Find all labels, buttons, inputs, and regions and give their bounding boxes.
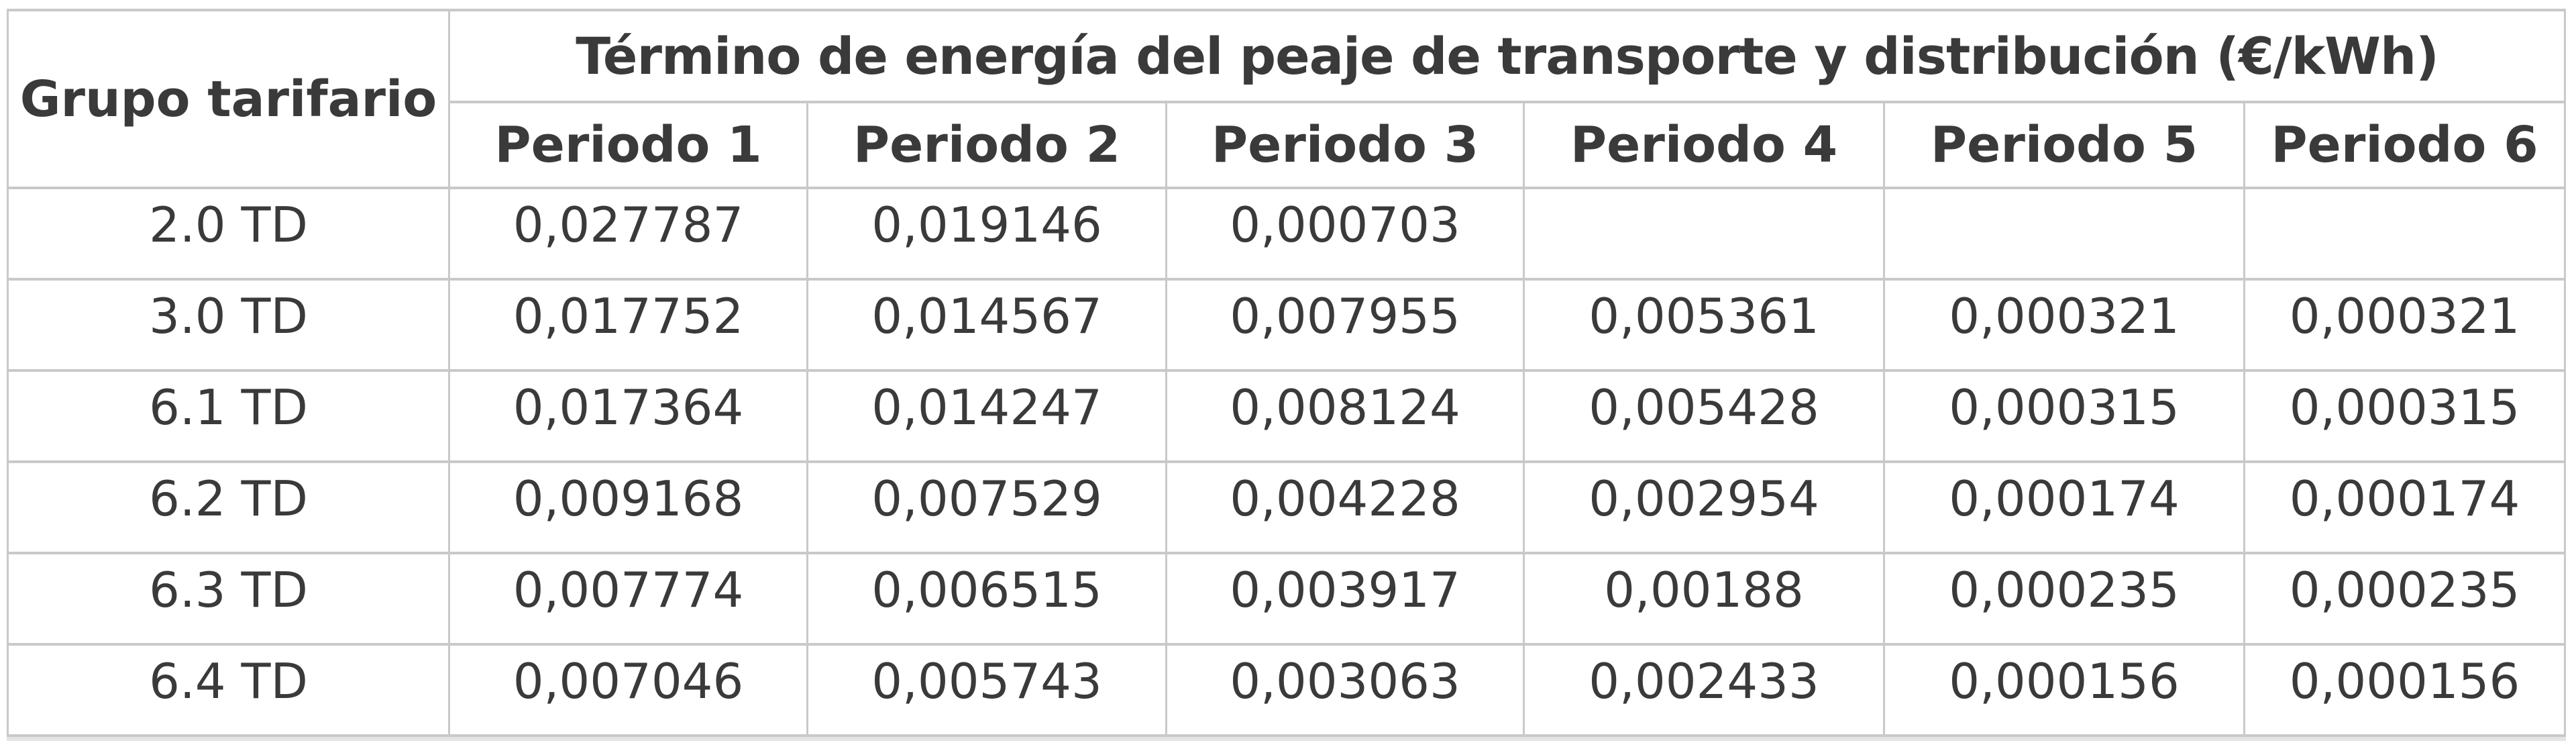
table-cell: 0,005428 <box>1523 369 1885 463</box>
row-label: 2.0 TD <box>7 187 450 281</box>
table-cell <box>1523 187 1885 281</box>
row-label: 6.2 TD <box>7 460 450 554</box>
column-header-periodo-6: Periodo 6 <box>2243 101 2566 189</box>
table-cell: 0,000156 <box>2243 643 2566 737</box>
table-row: 2.0 TD 0,027787 0,019146 0,000703 <box>7 187 2566 281</box>
table-cell: 0,008124 <box>1165 369 1525 463</box>
table-cell: 0,000235 <box>2243 552 2566 646</box>
table-title: Término de energía del peaje de transpor… <box>448 9 2566 103</box>
table-row: 6.1 TD 0,017364 0,014247 0,008124 0,0054… <box>7 369 2566 463</box>
table-cell <box>2243 187 2566 281</box>
table-cell: 0,003917 <box>1165 552 1525 646</box>
table-cell: 0,017752 <box>448 278 808 372</box>
table-cell: 0,000235 <box>1883 552 2245 646</box>
header-row-title: Grupo tarifario Término de energía del p… <box>7 9 2566 189</box>
table-cell: 0,009168 <box>448 460 808 554</box>
table-cell: 0,000321 <box>2243 278 2566 372</box>
table-cell: 0,007955 <box>1165 278 1525 372</box>
table-cell: 0,007046 <box>448 643 808 737</box>
column-header-periodo-5: Periodo 5 <box>1883 101 2245 189</box>
column-header-periodo-1: Periodo 1 <box>448 101 808 189</box>
table-cell: 0,000315 <box>1883 369 2245 463</box>
row-label: 6.1 TD <box>7 369 450 463</box>
table-cell: 0,007529 <box>806 460 1167 554</box>
row-label: 6.4 TD <box>7 643 450 737</box>
table-cell: 0,005361 <box>1523 278 1885 372</box>
table-cell: 0,014567 <box>806 278 1167 372</box>
table-cell: 0,000315 <box>2243 369 2566 463</box>
table-cell: 0,007774 <box>448 552 808 646</box>
table-cell: 0,000321 <box>1883 278 2245 372</box>
table-row: 6.2 TD 0,009168 0,007529 0,004228 0,0029… <box>7 460 2566 554</box>
table-cell: 0,004228 <box>1165 460 1525 554</box>
corner-header: Grupo tarifario <box>7 9 450 189</box>
table-cell: 0,002954 <box>1523 460 1885 554</box>
table-cell: 0,00188 <box>1523 552 1885 646</box>
table-cell: 0,000703 <box>1165 187 1525 281</box>
column-header-periodo-3: Periodo 3 <box>1165 101 1525 189</box>
table-cell: 0,000174 <box>2243 460 2566 554</box>
table-cell: 0,019146 <box>806 187 1167 281</box>
table-cell: 0,003063 <box>1165 643 1525 737</box>
row-label: 3.0 TD <box>7 278 450 372</box>
table-cell: 0,027787 <box>448 187 808 281</box>
table-cell <box>1883 187 2245 281</box>
table-cell: 0,000174 <box>1883 460 2245 554</box>
column-header-periodo-4: Periodo 4 <box>1523 101 1885 189</box>
row-label: 6.3 TD <box>7 552 450 646</box>
table-row: 3.0 TD 0,017752 0,014567 0,007955 0,0053… <box>7 278 2566 372</box>
table-cell: 0,005743 <box>806 643 1167 737</box>
tariff-table: Grupo tarifario Término de energía del p… <box>7 9 2566 737</box>
table-row: 6.4 TD 0,007046 0,005743 0,003063 0,0024… <box>7 643 2566 737</box>
table-cell: 0,002433 <box>1523 643 1885 737</box>
column-header-periodo-2: Periodo 2 <box>806 101 1167 189</box>
table-cell: 0,017364 <box>448 369 808 463</box>
table-cell: 0,014247 <box>806 369 1167 463</box>
table-row: 6.3 TD 0,007774 0,006515 0,003917 0,0018… <box>7 552 2566 646</box>
table-cell: 0,006515 <box>806 552 1167 646</box>
header-row-periods: Periodo 1 Periodo 2 Periodo 3 Periodo 4 … <box>8 101 2566 189</box>
table-cell: 0,000156 <box>1883 643 2245 737</box>
